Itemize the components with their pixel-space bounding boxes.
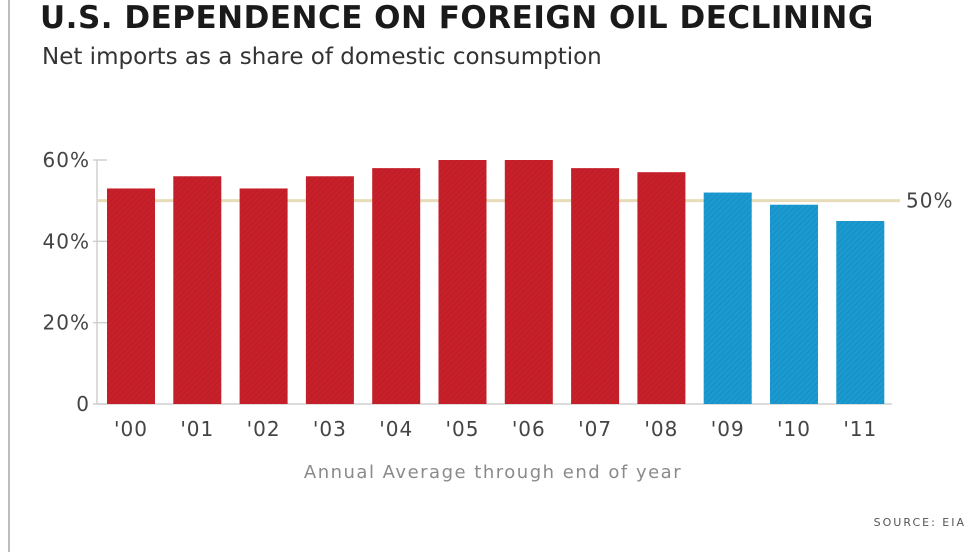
bar-hatch xyxy=(637,172,686,404)
x-tick-label: '03 xyxy=(313,417,347,441)
x-tick-label: '07 xyxy=(578,417,612,441)
x-tick-label: '01 xyxy=(180,417,214,441)
y-tick-label: 60% xyxy=(43,148,90,172)
bar-hatch xyxy=(239,188,288,404)
x-tick-label: '08 xyxy=(644,417,678,441)
chart-title: U.S. DEPENDENCE ON FOREIGN OIL DECLINING xyxy=(40,0,874,36)
x-tick-label: '06 xyxy=(512,417,546,441)
source-note: SOURCE: EIA xyxy=(873,516,966,529)
x-tick-label: '04 xyxy=(379,417,413,441)
x-tick-label: '02 xyxy=(247,417,281,441)
x-axis-title: Annual Average through end of year xyxy=(304,462,682,483)
reference-line-label: 50% xyxy=(906,189,953,213)
x-tick-label: '09 xyxy=(711,417,745,441)
bar-hatch xyxy=(173,176,222,404)
left-border-rule xyxy=(8,0,10,552)
bar-hatch xyxy=(836,221,885,404)
bar-hatch xyxy=(107,188,155,404)
chart-subtitle: Net imports as a share of domestic consu… xyxy=(42,44,602,70)
x-tick-label: '05 xyxy=(446,417,480,441)
x-tick-label: '10 xyxy=(777,417,811,441)
bar-hatch xyxy=(703,192,752,404)
y-tick-label: 0 xyxy=(76,392,90,416)
y-tick-label: 40% xyxy=(43,229,90,253)
bar-hatch xyxy=(372,168,421,404)
x-tick-label: '11 xyxy=(843,417,877,441)
bar-hatch xyxy=(770,204,818,404)
bar-hatch xyxy=(438,160,487,404)
bar-hatch xyxy=(504,160,553,404)
bar-hatch xyxy=(571,168,620,404)
bar-hatch xyxy=(305,176,354,404)
x-tick-label: '00 xyxy=(114,417,148,441)
y-tick-label: 20% xyxy=(43,311,90,335)
